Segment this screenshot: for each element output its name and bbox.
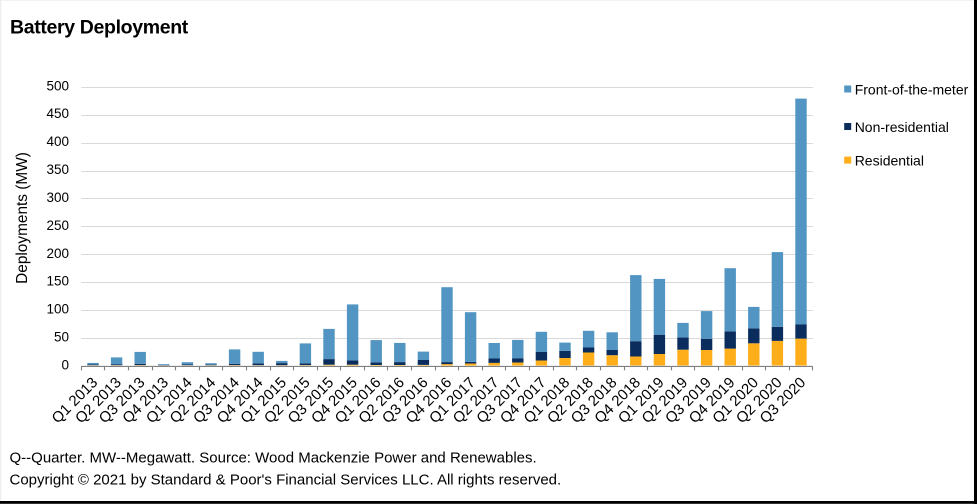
svg-text:500: 500 [46, 78, 69, 93]
svg-text:100: 100 [46, 302, 69, 317]
svg-text:Non-residential: Non-residential [855, 119, 949, 135]
svg-text:300: 300 [46, 190, 69, 205]
svg-text:50: 50 [54, 329, 69, 344]
svg-text:250: 250 [46, 218, 69, 233]
svg-text:150: 150 [46, 274, 69, 289]
svg-text:Residential: Residential [855, 153, 924, 169]
svg-text:450: 450 [46, 106, 69, 121]
svg-text:0: 0 [61, 357, 69, 372]
svg-text:Battery Deployment: Battery Deployment [10, 17, 189, 39]
svg-text:Deployments (MW): Deployments (MW) [14, 152, 31, 284]
svg-text:400: 400 [46, 134, 69, 149]
svg-text:Q--Quarter. MW--Megawatt. Sour: Q--Quarter. MW--Megawatt. Source: Wood M… [10, 450, 537, 467]
svg-text:Front-of-the-meter: Front-of-the-meter [855, 82, 969, 98]
svg-text:200: 200 [46, 246, 69, 261]
svg-text:350: 350 [46, 162, 69, 177]
svg-text:Copyright © 2021 by Standard &: Copyright © 2021 by Standard & Poor's Fi… [10, 472, 562, 489]
